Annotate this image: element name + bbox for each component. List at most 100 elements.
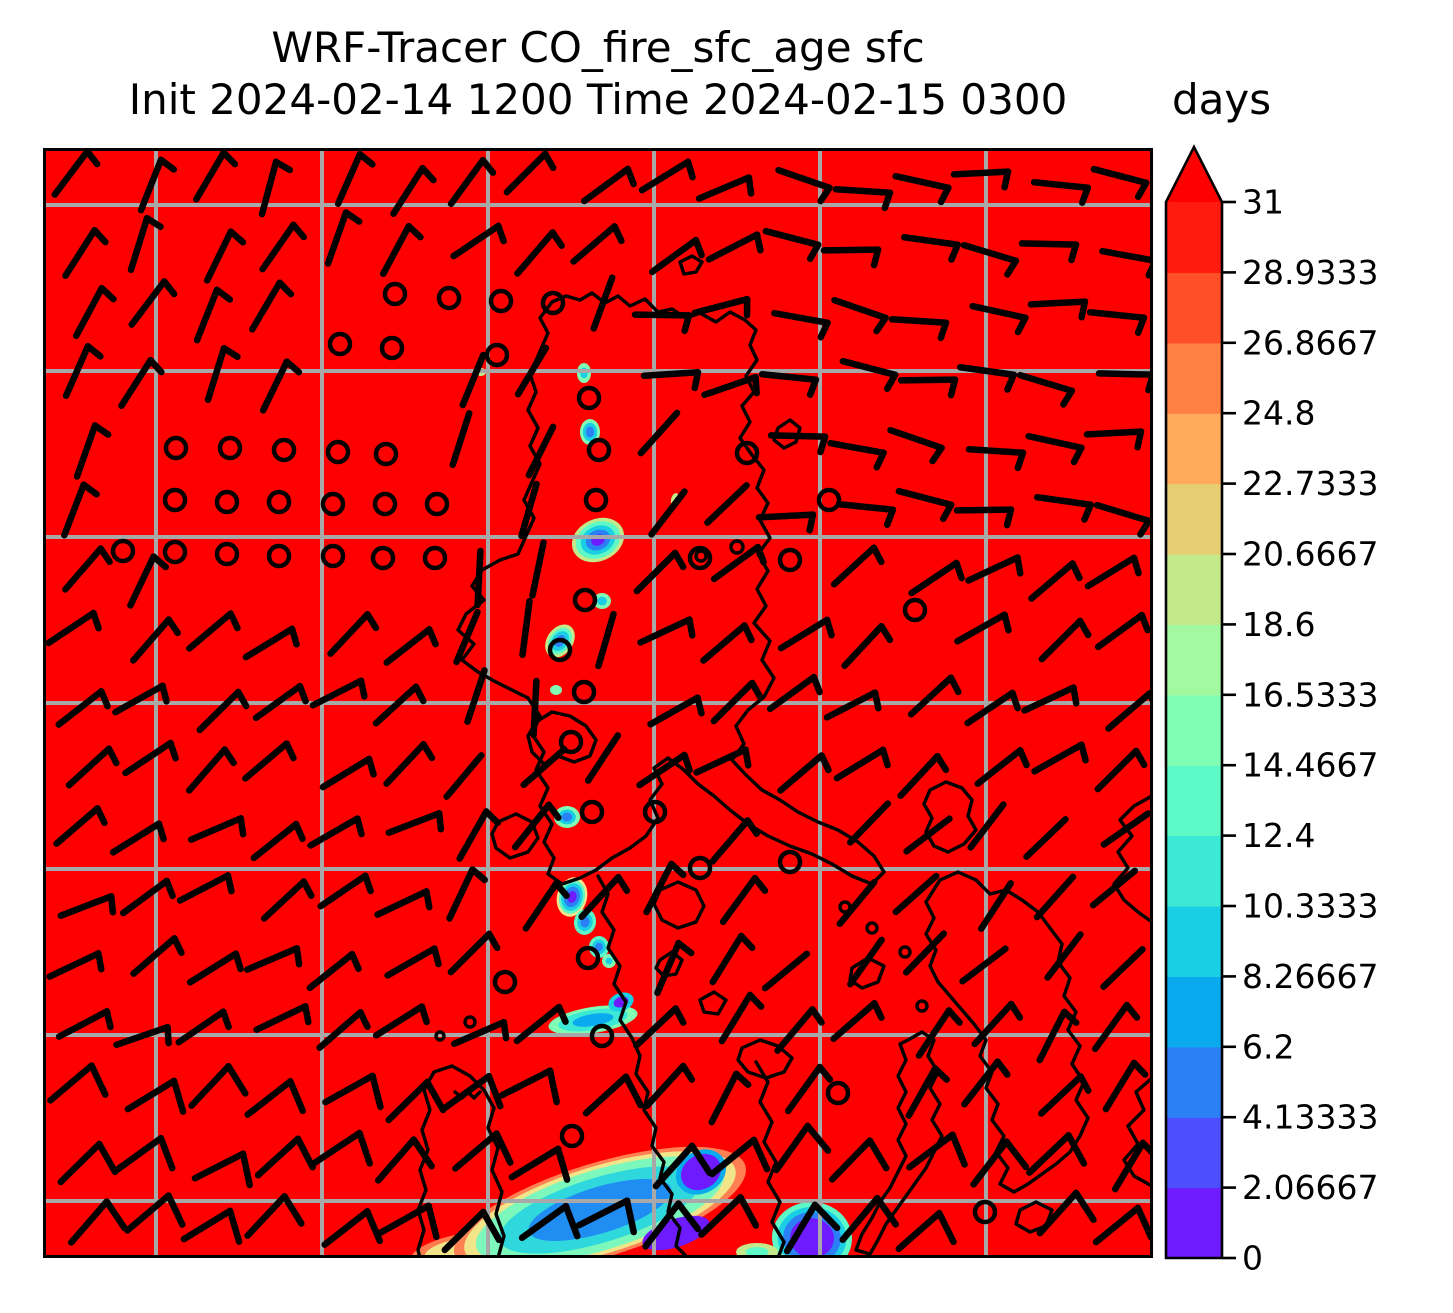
wind-barb-feather bbox=[171, 935, 185, 957]
wind-barb-shaft bbox=[446, 866, 476, 922]
wind-barb-shaft bbox=[180, 1207, 234, 1243]
calm-wind-circle bbox=[687, 545, 713, 571]
wind-barb-shaft bbox=[1099, 247, 1153, 264]
wind-barb-shaft bbox=[783, 1201, 819, 1255]
wind-barb-shaft bbox=[1016, 371, 1076, 395]
calm-wind-circle bbox=[558, 729, 584, 755]
wind-barb-shaft bbox=[584, 732, 622, 784]
wind-barb-shaft bbox=[847, 936, 885, 988]
wind-barb-shaft bbox=[1038, 1073, 1084, 1117]
wind-barb-shaft bbox=[637, 616, 693, 646]
wind-barb-feather bbox=[874, 1195, 899, 1228]
wind-barb-shaft bbox=[112, 682, 166, 716]
wind-barb-shaft bbox=[833, 746, 887, 782]
wind-barb-shaft bbox=[969, 302, 1029, 322]
calm-wind-circle bbox=[382, 281, 408, 307]
calm-wind-circle bbox=[492, 969, 518, 995]
wind-barb-shaft bbox=[113, 1023, 171, 1049]
wind-barb-feather bbox=[84, 343, 104, 360]
wind-barb-shaft bbox=[383, 626, 433, 666]
wind-barb-shaft bbox=[1089, 867, 1139, 909]
coastline-islet bbox=[729, 539, 745, 555]
wind-barb-feather bbox=[873, 314, 889, 335]
wind-barb-feather bbox=[365, 755, 377, 778]
wind-barb-shaft bbox=[638, 158, 692, 194]
wind-barb-feather bbox=[420, 741, 436, 762]
coastline-catanduanes bbox=[922, 780, 978, 854]
wind-barb-feather bbox=[1004, 371, 1017, 393]
wind-barb-feather bbox=[737, 932, 756, 951]
wind-barb-feather bbox=[817, 319, 831, 341]
wind-barb-shaft bbox=[1105, 690, 1153, 732]
wind-barb-feather bbox=[357, 677, 368, 700]
wind-barb-shaft bbox=[695, 174, 753, 202]
wind-barb-feather bbox=[752, 373, 760, 397]
wind-barb-shaft bbox=[1093, 501, 1153, 525]
wind-barb-shaft bbox=[45, 609, 97, 647]
wind-barb-feather bbox=[213, 286, 234, 303]
wind-barb-feather bbox=[751, 874, 769, 894]
wind-barb-shaft bbox=[1083, 428, 1145, 438]
wind-barb-feather bbox=[157, 156, 178, 173]
wind-barb-shaft bbox=[384, 945, 438, 979]
wind-barb-feather bbox=[1068, 241, 1080, 264]
calm-wind-circle bbox=[162, 539, 188, 565]
wind-barb-feather bbox=[232, 950, 244, 973]
wind-barb-shaft bbox=[1092, 1204, 1142, 1246]
wind-barb-feather bbox=[870, 246, 882, 269]
calm-wind-circle bbox=[320, 543, 346, 569]
wind-barb-feather bbox=[748, 679, 764, 701]
wind-barb-feather bbox=[694, 694, 705, 717]
coastline-masbate bbox=[736, 1038, 794, 1080]
wind-barb-shaft bbox=[118, 357, 154, 409]
colorbar-tick-labels: 0 2.06667 4.13333 6.2 8.26667 10.3333 12.4 14.4… bbox=[1242, 183, 1378, 1278]
calm-wind-circle bbox=[424, 491, 450, 517]
wind-barb-shaft bbox=[309, 677, 365, 709]
wind-barb-shaft bbox=[327, 611, 371, 657]
coastline-islet bbox=[865, 921, 879, 935]
wind-barb-feather bbox=[1078, 741, 1089, 764]
wind-barb-feather bbox=[103, 1008, 114, 1031]
wind-barb-feather bbox=[737, 1194, 760, 1229]
wind-barb-shaft bbox=[582, 1073, 630, 1117]
wind-barb-feather bbox=[1077, 1073, 1092, 1094]
wind-barb-shaft bbox=[452, 1130, 500, 1172]
wind-barb-shaft bbox=[124, 1077, 178, 1113]
coastline-luzon bbox=[456, 291, 886, 886]
wind-barb-feather bbox=[624, 165, 637, 188]
calm-wind-circle bbox=[271, 437, 297, 463]
calm-wind-circle bbox=[214, 489, 240, 515]
wind-barb-shaft bbox=[774, 1006, 816, 1054]
wind-barb-shaft bbox=[390, 165, 426, 217]
wind-barb-shaft bbox=[252, 682, 304, 722]
coastline-cebu-long bbox=[854, 1030, 944, 1256]
wind-barb-shaft bbox=[1034, 493, 1094, 509]
wind-barb-feather bbox=[98, 284, 117, 303]
wind-barb-feather bbox=[1081, 501, 1094, 523]
wind-barb-shaft bbox=[704, 482, 750, 526]
wind-barb-shaft bbox=[580, 165, 632, 205]
wind-barb-shaft bbox=[964, 689, 1016, 727]
coastline-ticao bbox=[698, 990, 728, 1016]
colorbar-tick-label: 12.4 bbox=[1242, 816, 1315, 855]
calm-wind-circle bbox=[162, 487, 188, 513]
wind-barb-feather bbox=[288, 625, 300, 648]
calm-wind-circle bbox=[902, 597, 928, 623]
wind-barb-shaft bbox=[68, 1198, 110, 1246]
wind-barb-shaft bbox=[839, 357, 899, 379]
wind-barb-shaft bbox=[820, 246, 882, 254]
wind-barb-feather bbox=[1137, 517, 1153, 538]
colorbar-tick-label: 31 bbox=[1242, 183, 1284, 222]
wind-barb-shaft bbox=[974, 747, 1024, 787]
wind-barb-shaft bbox=[261, 878, 307, 922]
wind-barb-shaft bbox=[823, 689, 879, 721]
calm-wind-circle bbox=[325, 439, 351, 465]
wind-barb-shaft bbox=[961, 1058, 1001, 1108]
plume-blob bbox=[571, 517, 625, 563]
wind-barb-shaft bbox=[953, 506, 1015, 514]
wind-barb-shaft bbox=[647, 694, 701, 728]
wind-barb-shaft bbox=[522, 880, 560, 932]
wind-barb-shaft bbox=[1094, 747, 1140, 793]
calm-wind-circle bbox=[586, 437, 612, 463]
